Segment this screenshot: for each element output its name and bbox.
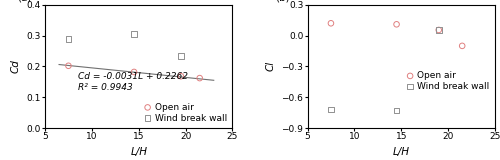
Open air (64, 64, 72, 67)
Text: (b): (b) (276, 0, 290, 2)
Open air (458, 45, 466, 47)
Open air (177, 75, 185, 78)
Legend: Open air, Wind break wall: Open air, Wind break wall (404, 70, 490, 92)
X-axis label: L/H: L/H (130, 147, 147, 157)
Open air (435, 29, 443, 31)
Open air (327, 22, 335, 25)
Wind break wall (392, 109, 400, 112)
Open air (130, 71, 138, 73)
Legend: Open air, Wind break wall: Open air, Wind break wall (142, 102, 228, 124)
Wind break wall (327, 108, 335, 111)
X-axis label: L/H: L/H (393, 147, 410, 157)
Text: (a): (a) (17, 0, 32, 2)
Y-axis label: Cd: Cd (11, 60, 21, 73)
Wind break wall (130, 33, 138, 35)
Open air (196, 77, 203, 79)
Wind break wall (435, 29, 443, 31)
Text: Cd = -0.0031L + 0.2262
R² = 0.9943: Cd = -0.0031L + 0.2262 R² = 0.9943 (78, 72, 188, 92)
Wind break wall (64, 38, 72, 40)
Wind break wall (177, 55, 185, 57)
Open air (392, 23, 400, 26)
Y-axis label: Cl: Cl (266, 61, 276, 72)
